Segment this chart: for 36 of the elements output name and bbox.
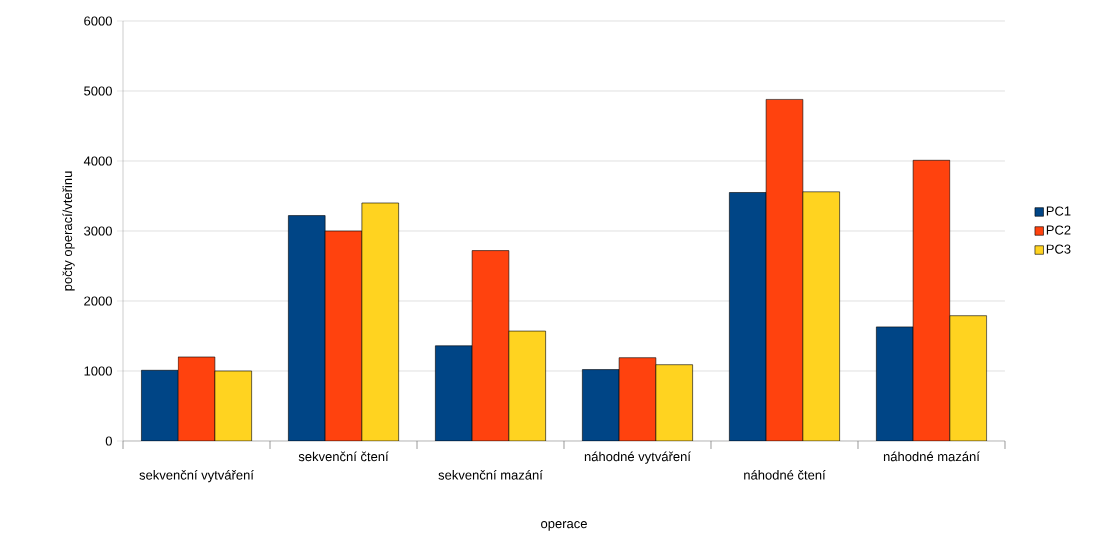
bar xyxy=(876,326,914,441)
y-tick-label: 6000 xyxy=(84,16,112,26)
bar xyxy=(802,191,840,441)
x-tick-label: náhodné čtení xyxy=(744,469,826,480)
bar xyxy=(949,315,987,441)
x-tick-label: sekvenční čtení xyxy=(298,451,389,462)
x-axis-title: operace xyxy=(541,521,587,531)
bar xyxy=(582,369,620,441)
y-tick-label: 3000 xyxy=(84,226,112,236)
legend-label: PC3 xyxy=(1046,244,1071,254)
bar xyxy=(508,330,546,441)
y-tick-label: 1000 xyxy=(84,366,112,376)
bar xyxy=(288,215,326,441)
bar xyxy=(214,370,252,441)
bar xyxy=(655,364,693,441)
bar xyxy=(141,369,179,441)
bar xyxy=(435,345,473,441)
x-tick-label: náhodné vytváření xyxy=(584,451,691,464)
bar xyxy=(765,99,804,441)
y-tick-label: 0 xyxy=(105,436,112,446)
x-tick-label: sekvenční vytváření xyxy=(139,469,254,483)
y-axis-title: počty operací/vteřinu xyxy=(62,171,75,291)
y-tick-label: 5000 xyxy=(84,86,112,96)
bar xyxy=(912,159,951,441)
bar xyxy=(361,202,399,441)
legend-label: PC1 xyxy=(1046,206,1071,216)
legend-label: PC2 xyxy=(1046,225,1071,235)
bar xyxy=(177,356,216,441)
y-tick-label: 2000 xyxy=(84,296,112,306)
x-tick-label: náhodné mazání xyxy=(883,451,980,462)
bar xyxy=(324,230,363,441)
bar xyxy=(618,357,657,441)
bar xyxy=(471,250,510,441)
bar xyxy=(729,192,767,441)
y-tick-label: 4000 xyxy=(83,156,112,166)
x-tick-label: sekvenční mazání xyxy=(438,469,543,480)
